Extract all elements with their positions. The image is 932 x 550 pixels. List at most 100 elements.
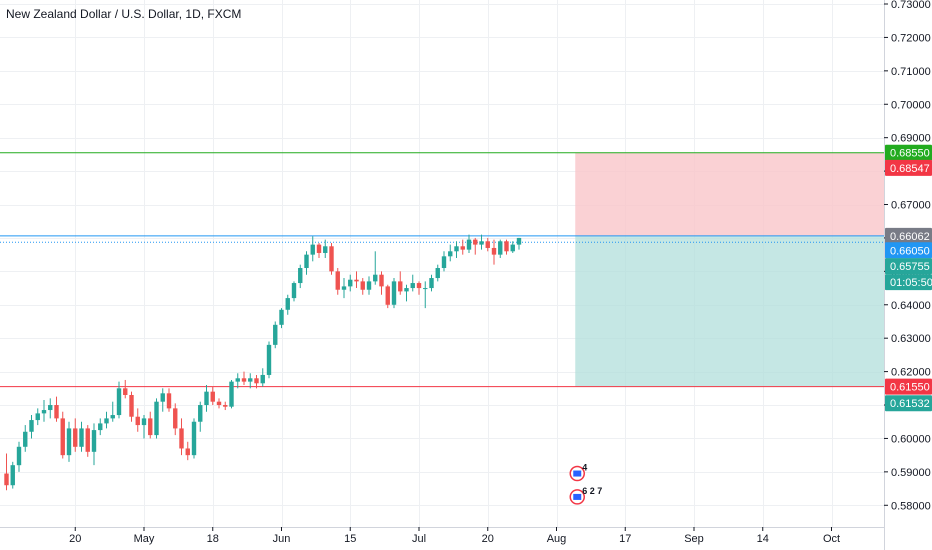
candle-body[interactable]	[423, 288, 428, 290]
candle-body[interactable]	[341, 286, 347, 290]
candle-body[interactable]	[441, 256, 447, 269]
candle-body[interactable]	[160, 393, 165, 402]
candle-body[interactable]	[204, 391, 209, 406]
candle-body[interactable]	[35, 413, 40, 421]
price-tag[interactable]	[885, 144, 932, 161]
candle-body[interactable]	[235, 378, 240, 382]
candle-body[interactable]	[498, 241, 503, 255]
candle-body[interactable]	[254, 378, 259, 384]
candle-body[interactable]	[279, 309, 284, 325]
candle-body[interactable]	[373, 274, 378, 282]
candle-body[interactable]	[485, 241, 490, 248]
price-tick-label: 0.62000	[891, 367, 931, 379]
candle-body[interactable]	[85, 428, 90, 452]
candle-body[interactable]	[166, 393, 172, 409]
candle-body[interactable]	[23, 431, 28, 447]
candle-body[interactable]	[410, 283, 415, 289]
candle-body[interactable]	[354, 279, 359, 282]
candle-body[interactable]	[210, 391, 215, 402]
candle-body[interactable]	[473, 239, 478, 245]
candle-body[interactable]	[173, 408, 178, 429]
price-tag-label: 0.66050	[890, 245, 930, 257]
candle-body[interactable]	[491, 247, 497, 255]
price-tag[interactable]	[885, 242, 932, 259]
candle-body[interactable]	[135, 416, 140, 426]
candle-body[interactable]	[504, 241, 509, 252]
candle-body[interactable]	[479, 241, 484, 245]
risk-zone-box[interactable]	[575, 152, 932, 236]
candle-body[interactable]	[48, 405, 53, 411]
candle-body[interactable]	[248, 378, 253, 382]
candle-body[interactable]	[385, 286, 390, 305]
candle-body[interactable]	[404, 288, 409, 292]
candle-body[interactable]	[41, 410, 47, 414]
candle-body[interactable]	[366, 281, 372, 290]
time-axis-panel[interactable]	[0, 527, 884, 550]
candle-body[interactable]	[310, 244, 315, 255]
reward-zone-box[interactable]	[575, 235, 932, 387]
candle-body[interactable]	[379, 274, 384, 287]
price-tag[interactable]	[885, 274, 932, 291]
price-tag[interactable]	[885, 159, 932, 176]
price-tick-label: 0.69000	[891, 133, 931, 145]
candle-body[interactable]	[291, 283, 297, 299]
price-tag[interactable]	[885, 258, 932, 275]
candle-body[interactable]	[98, 423, 103, 431]
candle-body[interactable]	[454, 246, 459, 252]
candle-body[interactable]	[266, 344, 272, 375]
candle-body[interactable]	[435, 268, 440, 279]
candle-body[interactable]	[516, 237, 522, 245]
candle-body[interactable]	[104, 418, 109, 424]
candle-body[interactable]	[10, 465, 15, 486]
candle-body[interactable]	[416, 283, 422, 289]
candle-body[interactable]	[73, 428, 78, 447]
candle-body[interactable]	[154, 401, 159, 436]
candle-body[interactable]	[116, 388, 122, 416]
candle-body[interactable]	[66, 428, 72, 456]
candle-body[interactable]	[241, 378, 247, 382]
candle-body[interactable]	[260, 374, 265, 384]
candle-body[interactable]	[79, 428, 84, 447]
candle-body[interactable]	[466, 239, 472, 250]
candle-body[interactable]	[316, 244, 322, 253]
candle-body[interactable]	[448, 251, 453, 257]
candle-body[interactable]	[323, 246, 328, 253]
candle-body[interactable]	[304, 254, 309, 269]
candle-body[interactable]	[460, 246, 465, 250]
candle-body[interactable]	[179, 428, 184, 449]
candle-body[interactable]	[348, 279, 353, 287]
candle-body[interactable]	[60, 418, 65, 456]
candle-body[interactable]	[191, 421, 197, 456]
candle-body[interactable]	[4, 473, 9, 486]
candle-body[interactable]	[198, 405, 203, 422]
candle-body[interactable]	[510, 244, 515, 252]
candle-body[interactable]	[54, 405, 59, 419]
candle-body[interactable]	[223, 405, 228, 407]
candle-body[interactable]	[329, 246, 334, 272]
candle-body[interactable]	[123, 388, 128, 395]
candle-body[interactable]	[398, 281, 403, 292]
candle-body[interactable]	[129, 394, 134, 417]
time-tick-label: 18	[207, 533, 219, 545]
candle-body[interactable]	[360, 281, 365, 290]
candle-body[interactable]	[335, 271, 340, 290]
candle-body[interactable]	[391, 281, 397, 305]
price-tag[interactable]	[885, 395, 932, 412]
candle-body[interactable]	[216, 401, 222, 406]
price-tag[interactable]	[885, 378, 932, 395]
candle-body[interactable]	[29, 420, 34, 432]
candle-body[interactable]	[141, 418, 147, 426]
candle-body[interactable]	[429, 278, 434, 289]
candle-body[interactable]	[273, 324, 278, 345]
candle-body[interactable]	[298, 268, 303, 284]
candle-body[interactable]	[285, 298, 290, 310]
candle-body[interactable]	[229, 381, 234, 407]
candle-body[interactable]	[110, 415, 115, 419]
candle-body[interactable]	[185, 448, 190, 456]
candle-body[interactable]	[91, 430, 97, 452]
price-tag[interactable]	[885, 227, 932, 244]
candle-body[interactable]	[148, 418, 153, 436]
time-tick-label: Jun	[273, 533, 291, 545]
candle-body[interactable]	[16, 446, 22, 466]
